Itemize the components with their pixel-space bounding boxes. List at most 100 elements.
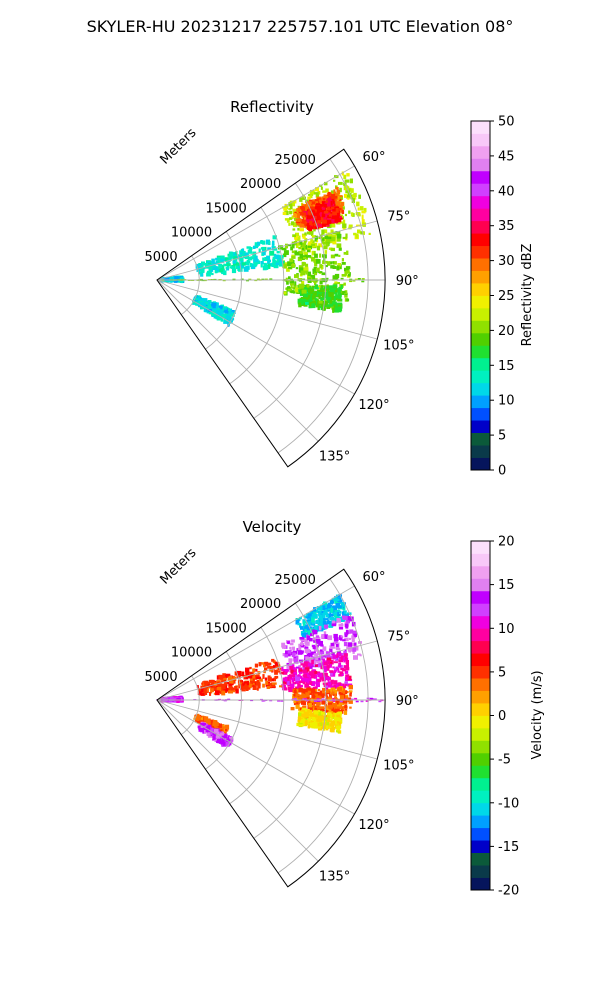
- echo-cell: [348, 272, 351, 275]
- echo-cell: [307, 653, 313, 657]
- colorbar-segment: [471, 145, 490, 159]
- echo-cell: [312, 670, 318, 674]
- echo-cell: [294, 281, 297, 286]
- echo-cell: [308, 212, 312, 216]
- echo-cell: [223, 317, 226, 322]
- echo-cell: [338, 286, 342, 292]
- echo-cell: [331, 223, 336, 228]
- echo-cell: [271, 658, 275, 662]
- echo-cell: [358, 194, 361, 199]
- echo-cell: [346, 674, 350, 680]
- echo-cell: [264, 677, 268, 681]
- echo-cell: [309, 194, 313, 199]
- echo-cell: [224, 319, 227, 322]
- echo-cell: [326, 724, 329, 729]
- colorbar-segment: [471, 407, 490, 421]
- echo-cell: [301, 212, 307, 216]
- echo-cell: [263, 258, 269, 261]
- echo-cell: [327, 685, 332, 688]
- echo-cell: [341, 262, 346, 265]
- echo-cell: [328, 714, 334, 718]
- echo-cell: [332, 689, 338, 694]
- echo-cell: [340, 623, 343, 626]
- colorbar-tick-label: 5: [498, 665, 506, 680]
- echo-cell: [300, 719, 305, 723]
- echo-cell: [332, 620, 335, 626]
- echo-cell: [304, 624, 309, 629]
- echo-cell: [337, 306, 341, 312]
- echo-cell: [298, 712, 302, 717]
- echo-cell: [217, 260, 220, 264]
- echo-cell: [337, 296, 342, 300]
- echo-cell: [340, 208, 344, 211]
- echo-cell: [323, 611, 327, 615]
- echo-cell: [224, 678, 227, 684]
- echo-cell: [312, 614, 317, 619]
- echo-cell: [200, 685, 203, 689]
- echo-cell: [248, 683, 252, 689]
- echo-cell: [261, 251, 265, 256]
- echo-cell: [209, 692, 212, 696]
- echo-cell: [249, 674, 253, 679]
- echo-cell: [224, 319, 229, 323]
- echo-cell: [336, 237, 341, 242]
- echo-cell: [267, 259, 270, 264]
- echo-cell: [333, 179, 336, 182]
- echo-cell: [327, 704, 332, 709]
- echo-cell: [312, 285, 317, 289]
- echo-cell: [260, 247, 266, 250]
- echo-cell: [232, 310, 236, 314]
- echo-cell: [344, 179, 350, 183]
- echo-cell: [339, 684, 343, 687]
- echo-cell: [331, 219, 336, 223]
- echo-cell: [349, 693, 352, 697]
- echo-cell: [338, 181, 343, 185]
- echo-cell: [303, 673, 307, 679]
- echo-cell: [287, 650, 292, 654]
- echo-cell: [286, 219, 290, 223]
- echo-cell: [339, 671, 344, 674]
- echo-cell: [328, 623, 334, 628]
- echo-cell: [319, 610, 323, 615]
- echo-cell: [320, 628, 324, 632]
- echo-cell: [261, 278, 265, 281]
- echo-cell: [314, 718, 318, 723]
- echo-cell: [227, 687, 231, 692]
- echo-cell: [309, 300, 314, 306]
- echo-cell: [245, 671, 250, 676]
- velocity-colorbar: -20 -15 -10 -5 0 5 10 15 20: [470, 535, 519, 899]
- echo-cell: [326, 720, 330, 726]
- echo-cell: [329, 704, 333, 709]
- echo-cell: [335, 609, 340, 614]
- echo-cell: [331, 234, 337, 238]
- colorbar-segment: [471, 815, 490, 829]
- echo-cell: [203, 307, 206, 313]
- echo-cell: [213, 728, 216, 733]
- echo-cell: [258, 248, 261, 253]
- echo-cell: [330, 200, 333, 206]
- colorbar-segment: [471, 640, 490, 654]
- echo-cell: [225, 315, 231, 319]
- echo-cell: [294, 236, 300, 241]
- echo-cell: [215, 735, 219, 738]
- echo-cell: [357, 653, 361, 656]
- echo-cell: [282, 291, 287, 295]
- echo-cell: [316, 700, 320, 702]
- echo-cell: [315, 239, 319, 243]
- range-tick-label: 25000: [275, 153, 316, 168]
- echo-cell: [330, 671, 333, 676]
- echo-cell: [328, 603, 331, 607]
- echo-cell: [282, 677, 286, 682]
- echo-cell: [313, 207, 318, 211]
- echo-cell: [276, 670, 282, 673]
- echo-cell: [223, 741, 228, 745]
- echo-cell: [312, 661, 316, 665]
- echo-cell: [344, 696, 348, 701]
- colorbar-tick-label: 15: [498, 578, 515, 593]
- echo-cell: [274, 661, 279, 666]
- echo-cell: [332, 231, 337, 235]
- echo-cell: [317, 191, 321, 195]
- echo-cell: [296, 702, 299, 705]
- echo-cell: [321, 292, 326, 298]
- echo-cell: [281, 666, 284, 672]
